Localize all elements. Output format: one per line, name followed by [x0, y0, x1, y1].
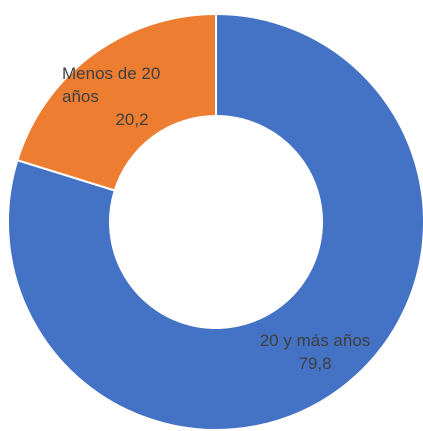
- value-label: 20,2: [115, 110, 149, 129]
- donut-slice: [16, 12, 217, 192]
- donut-slice: [7, 12, 423, 431]
- slice-label: Menos de 20 años: [62, 64, 161, 106]
- slice-label: 20 y más años: [259, 331, 371, 350]
- value-label: 79,8: [298, 354, 332, 373]
